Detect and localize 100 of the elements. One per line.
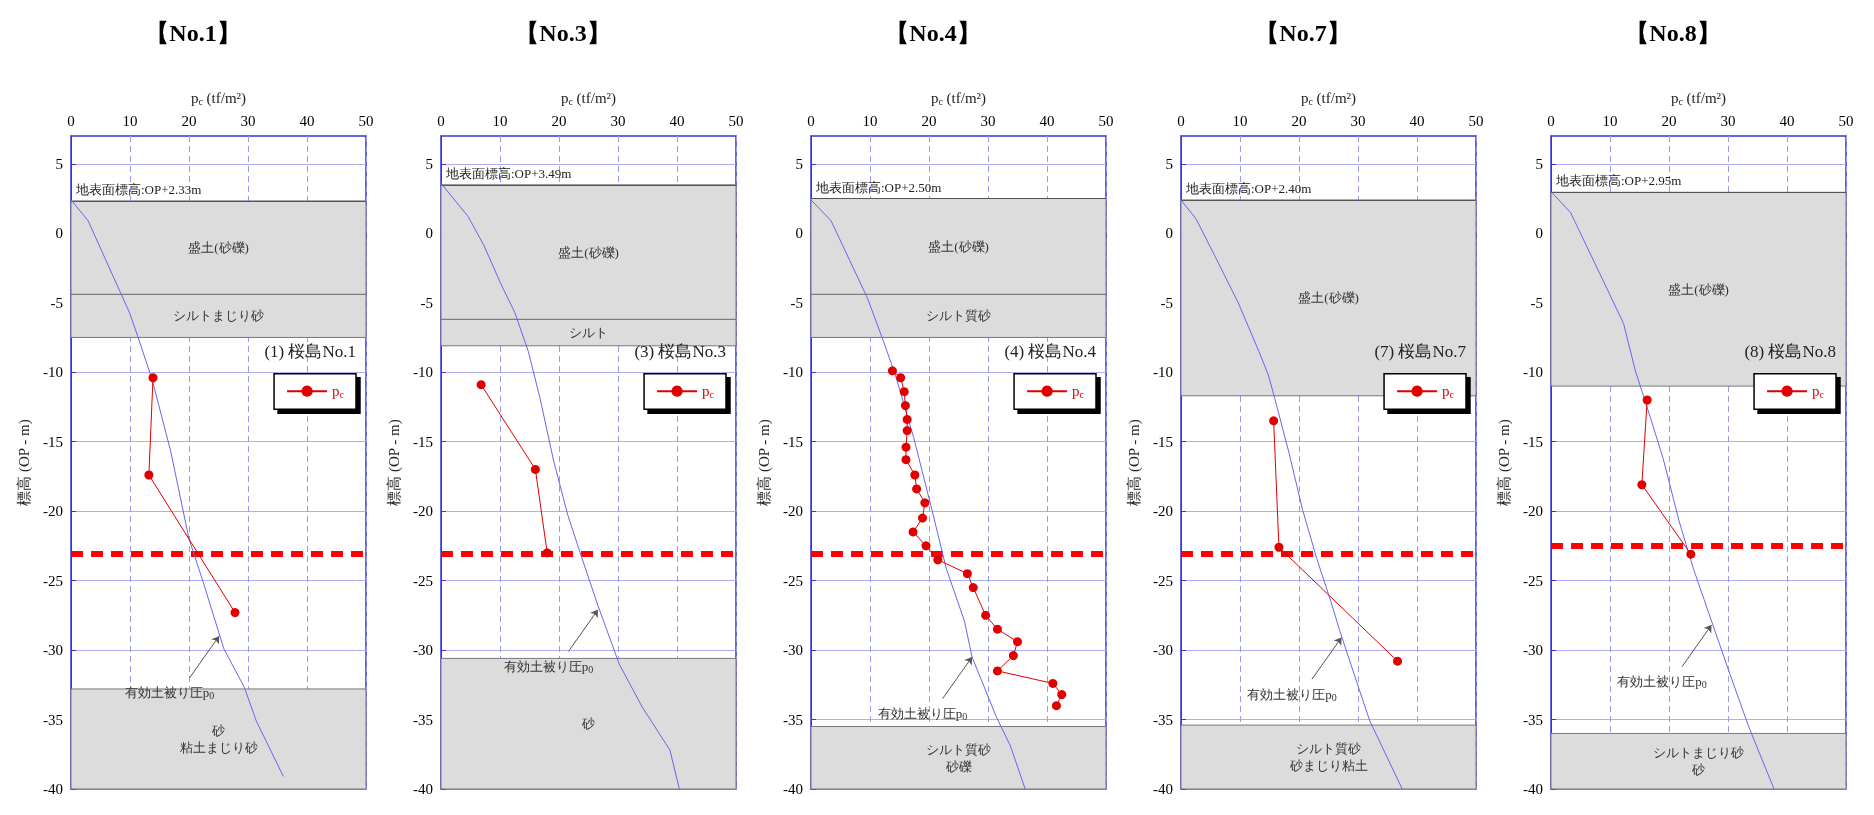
ref-line-label: 地表面標高:OP+2.40m xyxy=(1185,180,1312,196)
y-axis-title: 標高 (OP - m) xyxy=(15,419,33,506)
y-tick-label: -5 xyxy=(420,294,433,311)
y-tick-label: -35 xyxy=(413,711,433,728)
point xyxy=(920,498,930,508)
point xyxy=(1274,542,1284,552)
point xyxy=(900,401,910,411)
y-tick-label: -15 xyxy=(43,433,63,450)
point xyxy=(896,373,906,383)
y-tick-label: 0 xyxy=(795,225,803,242)
y-tick-label: 0 xyxy=(425,225,433,242)
y-axis-title: 標高 (OP - m) xyxy=(1495,419,1513,506)
x-tick-label: 40 xyxy=(299,112,315,129)
point xyxy=(902,426,912,436)
band-label: シルト xyxy=(569,325,608,341)
y-tick-label: -20 xyxy=(1523,503,1543,520)
ref-line-label: 地表面標高:OP+3.49m xyxy=(445,165,572,181)
point xyxy=(899,387,909,397)
text: 砂まじり粘土 xyxy=(1289,758,1368,774)
point xyxy=(1686,549,1696,559)
point xyxy=(908,527,918,537)
point xyxy=(1393,656,1403,666)
line-series xyxy=(810,199,1026,790)
chart-title: 【No.4】 xyxy=(885,20,981,46)
x-tick-label: 30 xyxy=(240,112,256,129)
point xyxy=(1642,395,1652,405)
x-tick-label: 10 xyxy=(1602,112,1618,129)
y-tick-label: -15 xyxy=(1153,433,1173,450)
x-tick-label: 50 xyxy=(728,112,744,129)
y-tick-label: -25 xyxy=(1153,572,1173,589)
x-tick-label: 30 xyxy=(610,112,626,129)
y-axis-title: 標高 (OP - m) xyxy=(1125,419,1143,506)
x-tick-label: 10 xyxy=(1232,112,1248,129)
y-tick-label: -20 xyxy=(783,503,803,520)
text: 砂礫 xyxy=(945,758,972,774)
annotation: (1) 桜島No.1 xyxy=(264,342,357,361)
point xyxy=(230,608,240,618)
y-tick-label: -10 xyxy=(1153,364,1173,381)
y-tick-label: -35 xyxy=(1153,711,1173,728)
x-tick-label: 0 xyxy=(437,112,445,129)
x-tick-label: 30 xyxy=(980,112,996,129)
point xyxy=(901,455,911,465)
y-tick-label: -20 xyxy=(1153,503,1173,520)
point xyxy=(1013,637,1022,647)
y-tick-label: -10 xyxy=(43,364,63,381)
y-tick-label: 5 xyxy=(425,155,433,172)
band-label: 砂 xyxy=(581,716,595,732)
point xyxy=(902,414,912,424)
x-tick-label: 20 xyxy=(551,112,567,129)
annotation: (4) 桜島No.4 xyxy=(1004,342,1097,361)
y-tick-label: -35 xyxy=(1523,711,1543,728)
point xyxy=(530,464,540,474)
y-tick-label: -20 xyxy=(413,503,433,520)
x-tick-label: 20 xyxy=(1291,112,1307,129)
point xyxy=(1048,678,1058,688)
y-tick-label: 0 xyxy=(1165,225,1173,242)
text: シルト質砂 xyxy=(926,741,991,757)
x-tick-label: 50 xyxy=(1468,112,1484,129)
x-tick-label: 0 xyxy=(1177,112,1185,129)
y-tick-label: 5 xyxy=(55,155,63,172)
point xyxy=(918,513,928,523)
point xyxy=(148,373,158,383)
y-tick-label: -30 xyxy=(1153,642,1173,659)
point xyxy=(901,442,911,452)
y-tick-label: -25 xyxy=(413,572,433,589)
y-tick-label: -40 xyxy=(413,781,433,797)
point xyxy=(921,541,931,551)
point xyxy=(1637,480,1647,490)
chart-title: 【No.7】 xyxy=(1255,20,1351,46)
point xyxy=(887,366,897,376)
ref-line-label: 地表面標高:OP+2.95m xyxy=(1555,173,1682,189)
y-tick-label: 5 xyxy=(795,155,803,172)
ref-line-label: 地表面標高:OP+2.50m xyxy=(815,179,942,195)
y-tick-label: -5 xyxy=(790,294,803,311)
chart-title: 【No.1】 xyxy=(145,20,241,46)
y-tick-label: -30 xyxy=(43,642,63,659)
y-tick-label: -25 xyxy=(43,572,63,589)
band-label: 盛土(砂礫) xyxy=(558,244,619,260)
band-label: シルトまじり砂 xyxy=(173,308,264,324)
text: 粘土まじり砂 xyxy=(179,739,258,755)
point xyxy=(992,624,1002,634)
y-tick-label: -35 xyxy=(43,711,63,728)
y-tick-label: -5 xyxy=(50,294,63,311)
y-tick-label: -40 xyxy=(1153,781,1173,797)
y-tick-label: -40 xyxy=(43,781,63,797)
point xyxy=(912,484,922,494)
x-tick-label: 20 xyxy=(181,112,197,129)
text: シルトまじり砂 xyxy=(1653,745,1744,761)
y-tick-label: -40 xyxy=(783,781,803,797)
point xyxy=(910,470,920,480)
y-tick-label: 5 xyxy=(1165,155,1173,172)
chart-title: 【No.8】 xyxy=(1625,20,1721,46)
point xyxy=(981,610,991,620)
x-tick-label: 0 xyxy=(807,112,815,129)
x-tick-label: 10 xyxy=(862,112,878,129)
x-tick-label: 40 xyxy=(1409,112,1425,129)
x-tick-label: 50 xyxy=(358,112,374,129)
x-tick-label: 40 xyxy=(669,112,685,129)
x-tick-label: 20 xyxy=(1661,112,1677,129)
annotation: (3) 桜島No.3 xyxy=(634,342,727,361)
